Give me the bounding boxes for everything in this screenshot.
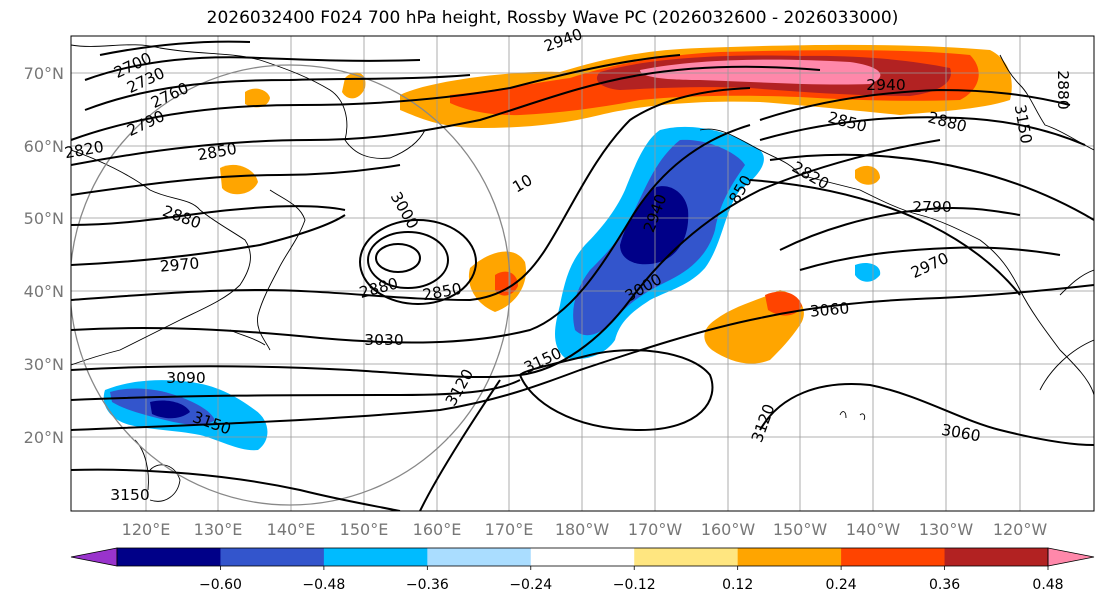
lon-label: 150°E [340,520,389,539]
patch [855,263,881,282]
colorbar-swatch [841,548,946,566]
map-frame [70,35,1095,512]
negative-anomaly-navy [620,186,689,265]
lon-label: 120°W [993,520,1048,539]
patch [765,291,802,316]
contour-label: 3060 [809,299,850,320]
lon-label: 160°E [413,520,462,539]
colorbar-frame [116,547,1049,567]
lon-label: 160°W [701,520,756,539]
contour-label: 2970 [159,254,200,275]
lat-label: 20°N [24,428,64,447]
contour-label: 2940 [866,76,905,94]
contour-label: 2790 [912,198,951,216]
lat-label: 70°N [24,64,64,83]
colorbar-tick-label: −0.36 [406,577,449,593]
colorbar-tick-label: 0.12 [722,577,753,593]
coastlines [71,44,1094,502]
colorbar-swatch [737,548,842,566]
contour-label: 3090 [166,369,205,387]
colorbar-swatch [220,548,325,566]
colorbar-tick-label: −0.24 [509,577,552,593]
patch [220,164,258,195]
colorbar-tick-label: 0.36 [929,577,960,593]
negative-anomaly-southwest-navy [150,400,190,419]
colorbar-swatch [323,548,428,566]
colorbar-tick-label: −0.48 [302,577,345,593]
colorbar-swatch [530,548,635,566]
lon-label: 120°E [122,520,171,539]
lon-label: 170°E [485,520,534,539]
colorbar-extend-low [70,547,118,567]
lat-label: 30°N [24,355,64,374]
contour-label: 2880 [1054,70,1072,109]
lat-label: 40°N [24,282,64,301]
colorbar-swatch [944,548,1049,566]
contour-label: 3150 [110,486,149,504]
graticule [71,36,1094,511]
colorbar-tick-label: −0.60 [199,577,242,593]
colorbar-swatch [634,548,739,566]
lat-label: 50°N [24,209,64,228]
lon-label: 140°E [267,520,316,539]
longitude-labels: 120°E 130°E 140°E 150°E 160°E 170°E 180°W 170°W… [122,520,1048,539]
colorbar-extend-high [1047,547,1095,567]
lon-label: 180°W [555,520,610,539]
lon-label: 130°E [194,520,243,539]
lon-label: 130°W [919,520,974,539]
contour-label: 3030 [364,331,403,349]
latitude-labels: 70°N 60°N 50°N 40°N 30°N 20°N [24,64,64,447]
colorbar-swatch [117,548,221,566]
positive-anomaly-pink [640,59,881,85]
shaded-anomalies [103,44,1012,451]
lon-label: 140°W [846,520,901,539]
colorbar-tick-label: −0.12 [613,577,656,593]
patch [855,165,880,185]
patch [495,271,518,296]
colorbar-swatch [427,548,532,566]
lon-label: 150°W [773,520,828,539]
map-title: 2026032400 F024 700 hPa height, Rossby W… [206,8,899,28]
patch [245,88,270,108]
colorbar-tick-label: 0.24 [826,577,857,593]
lat-label: 60°N [24,137,64,156]
colorbar-tick-label: 0.48 [1032,577,1063,593]
height-contours [71,40,1094,511]
reference-circle [71,64,511,506]
lon-label: 170°W [628,520,683,539]
